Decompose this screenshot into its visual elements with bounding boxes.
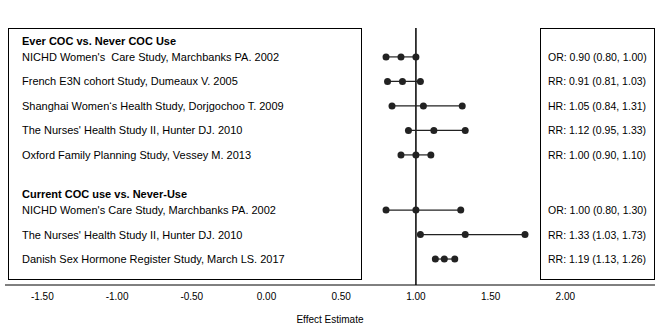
html-text:RR: 1.00 (0.90, 1.10): RR: 1.00 (0.90, 1.10) (548, 148, 647, 161)
html-text:HR: 1.05 (0.84, 1.31): HR: 1.05 (0.84, 1.31) (548, 99, 647, 112)
html-text:Danish Sex Hormone Register St: Danish Sex Hormone Register Study, March… (22, 253, 285, 265)
svg-text:-0.50: -0.50 (180, 291, 203, 302)
html-text:RR: 1.12 (0.95, 1.33): RR: 1.12 (0.95, 1.33) (548, 124, 647, 137)
svg-text:1.50: 1.50 (481, 291, 501, 302)
html-text:Shanghai Women‘s Health Study,: Shanghai Women‘s Health Study, Dorjgocho… (22, 99, 284, 112)
html-text:RR: 0.91 (0.81, 1.03): RR: 0.91 (0.81, 1.03) (548, 75, 647, 88)
html-text:Current COC use vs. Never-Use: Current COC use vs. Never-Use (22, 188, 188, 201)
html-text:The Nurses' Health Study II, H: The Nurses' Health Study II, Hunter DJ. … (22, 124, 243, 137)
html-text:RR: 1.19 (1.13, 1.26): RR: 1.19 (1.13, 1.26) (548, 253, 647, 265)
svg-text:0.00: 0.00 (257, 291, 277, 302)
svg-text:-1.50: -1.50 (31, 291, 54, 302)
svg-text:-1.00: -1.00 (106, 291, 129, 302)
html-text:OR: 0.90 (0.80, 1.00): OR: 0.90 (0.80, 1.00) (548, 50, 647, 63)
html-text:OR: 1.00 (0.80, 1.30): OR: 1.00 (0.80, 1.30) (548, 204, 647, 216)
svg-text:2.00: 2.00 (556, 291, 576, 302)
html-text:French E3N cohort Study, Dumea: French E3N cohort Study, Dumeaux V. 2005 (22, 75, 238, 88)
svg-text:0.50: 0.50 (331, 291, 351, 302)
html-text:NICHD Women's Care Study, Marc: NICHD Women's Care Study, Marchbanks PA.… (22, 50, 279, 63)
html-text:The Nurses' Health Study II, H: The Nurses' Health Study II, Hunter DJ. … (22, 228, 243, 241)
html-text:RR: 1.33 (1.03, 1.73): RR: 1.33 (1.03, 1.73) (548, 228, 647, 241)
html-text:Oxford Family Planning Study,: Oxford Family Planning Study, Vessey M. … (22, 148, 252, 161)
html-text:Ever COC vs. Never COC Use: Ever COC vs. Never COC Use (22, 35, 177, 47)
html-text:NICHD Women's Care Study, Marc: NICHD Women's Care Study, Marchbanks PA.… (22, 204, 276, 216)
svg-text:Effect Estimate: Effect Estimate (296, 314, 364, 325)
svg-text:1.00: 1.00 (406, 291, 426, 302)
